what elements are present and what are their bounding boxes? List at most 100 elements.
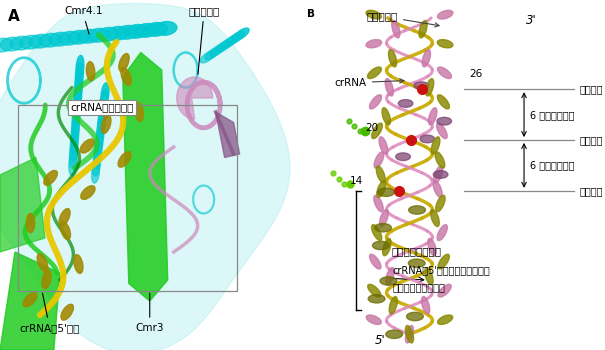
Ellipse shape: [200, 51, 215, 63]
Ellipse shape: [366, 40, 382, 48]
Ellipse shape: [70, 138, 78, 161]
Ellipse shape: [70, 145, 77, 168]
Ellipse shape: [428, 238, 436, 256]
Text: 標的類似体: 標的類似体: [367, 11, 439, 27]
Ellipse shape: [220, 38, 235, 50]
Ellipse shape: [431, 137, 440, 154]
Ellipse shape: [118, 152, 131, 167]
Ellipse shape: [23, 293, 37, 307]
Polygon shape: [123, 52, 168, 301]
Ellipse shape: [73, 93, 81, 116]
Ellipse shape: [438, 284, 451, 297]
Text: 26: 26: [469, 69, 482, 79]
Ellipse shape: [74, 255, 83, 273]
Text: 標的類似体: 標的類似体: [188, 6, 219, 74]
Ellipse shape: [69, 153, 77, 176]
Ellipse shape: [135, 23, 158, 37]
Ellipse shape: [437, 40, 453, 48]
Ellipse shape: [48, 32, 71, 46]
Ellipse shape: [380, 277, 397, 285]
Ellipse shape: [379, 137, 388, 154]
Ellipse shape: [434, 166, 443, 183]
Ellipse shape: [73, 100, 80, 123]
Ellipse shape: [389, 296, 397, 314]
Text: 6 ヌクレオチド: 6 ヌクレオチド: [530, 161, 575, 170]
Ellipse shape: [425, 79, 434, 96]
Ellipse shape: [379, 210, 388, 226]
Ellipse shape: [97, 119, 105, 140]
Ellipse shape: [71, 122, 79, 146]
Text: 周期的に標的を切断: 周期的に標的を切断: [393, 282, 445, 292]
Text: 14: 14: [350, 176, 363, 186]
Text: 20: 20: [365, 123, 378, 133]
Ellipse shape: [419, 21, 427, 38]
Ellipse shape: [224, 35, 240, 47]
Ellipse shape: [145, 22, 168, 36]
Ellipse shape: [99, 105, 106, 125]
Ellipse shape: [370, 95, 382, 109]
Ellipse shape: [367, 67, 381, 78]
Ellipse shape: [366, 315, 381, 324]
Ellipse shape: [101, 115, 111, 133]
Ellipse shape: [374, 224, 391, 232]
Ellipse shape: [425, 267, 433, 285]
Polygon shape: [0, 4, 290, 350]
Ellipse shape: [437, 123, 447, 139]
Ellipse shape: [422, 50, 431, 67]
Ellipse shape: [68, 30, 90, 44]
Text: crRNAのタグ配列: crRNAのタグ配列: [70, 102, 134, 112]
Ellipse shape: [437, 10, 453, 19]
Text: 切断部位: 切断部位: [579, 186, 603, 196]
Ellipse shape: [106, 27, 129, 40]
Ellipse shape: [371, 225, 382, 240]
Text: crRNAの5'末端: crRNAの5'末端: [19, 293, 80, 333]
Ellipse shape: [134, 102, 143, 121]
Ellipse shape: [407, 312, 423, 321]
Ellipse shape: [368, 284, 381, 297]
Ellipse shape: [373, 241, 389, 250]
Ellipse shape: [29, 34, 52, 48]
Ellipse shape: [437, 315, 453, 324]
Text: タグ配列の固定化: タグ配列の固定化: [391, 246, 441, 256]
Ellipse shape: [437, 67, 451, 78]
Ellipse shape: [19, 35, 42, 49]
Ellipse shape: [405, 326, 414, 343]
Ellipse shape: [37, 254, 48, 271]
Polygon shape: [177, 77, 212, 119]
Ellipse shape: [437, 95, 450, 109]
Ellipse shape: [215, 41, 230, 53]
Ellipse shape: [97, 27, 119, 41]
Ellipse shape: [76, 55, 84, 78]
Ellipse shape: [205, 48, 220, 60]
Ellipse shape: [101, 83, 109, 104]
Ellipse shape: [392, 21, 400, 38]
Ellipse shape: [229, 32, 244, 43]
Ellipse shape: [61, 304, 73, 320]
Ellipse shape: [77, 29, 100, 43]
Ellipse shape: [437, 117, 451, 125]
Ellipse shape: [376, 166, 385, 183]
Ellipse shape: [121, 68, 131, 85]
Ellipse shape: [96, 126, 104, 147]
Polygon shape: [215, 112, 240, 158]
Ellipse shape: [382, 238, 391, 256]
Ellipse shape: [91, 162, 99, 183]
Ellipse shape: [39, 33, 62, 47]
Bar: [18, 105, 237, 290]
Ellipse shape: [116, 26, 139, 39]
Text: 6 ヌクレオチド: 6 ヌクレオチド: [530, 110, 575, 120]
Ellipse shape: [26, 214, 34, 233]
Ellipse shape: [438, 254, 450, 269]
Ellipse shape: [10, 36, 33, 50]
Text: Cmr4.1: Cmr4.1: [65, 6, 103, 34]
Ellipse shape: [74, 85, 82, 108]
Ellipse shape: [396, 153, 410, 161]
Ellipse shape: [374, 195, 383, 212]
Ellipse shape: [95, 133, 103, 154]
Ellipse shape: [98, 112, 105, 133]
Ellipse shape: [44, 170, 57, 185]
Ellipse shape: [125, 25, 148, 38]
Ellipse shape: [382, 108, 390, 125]
Ellipse shape: [99, 97, 107, 118]
Ellipse shape: [405, 326, 414, 343]
